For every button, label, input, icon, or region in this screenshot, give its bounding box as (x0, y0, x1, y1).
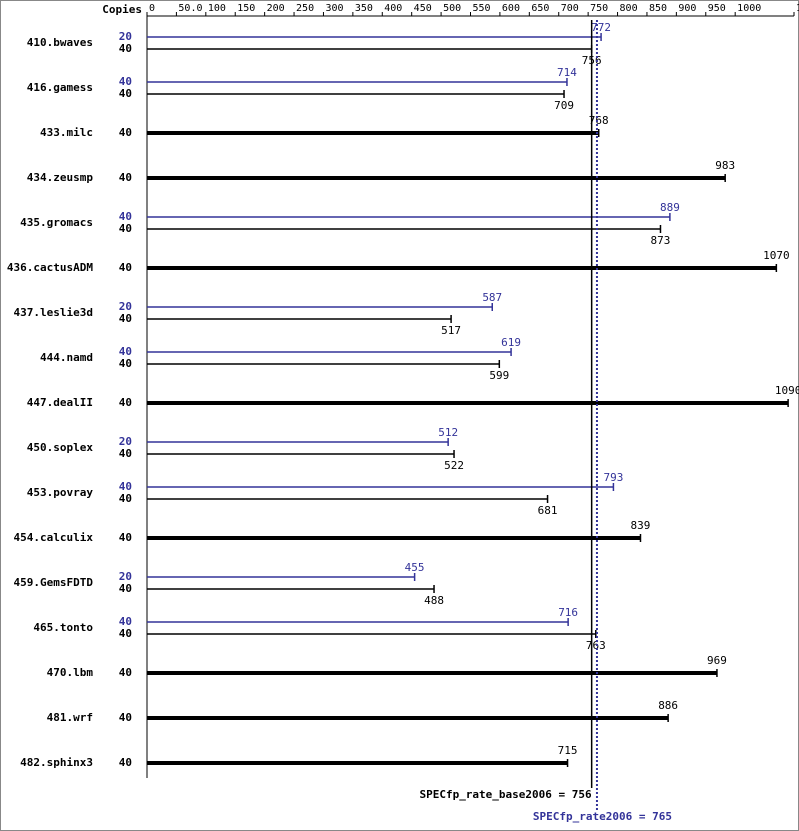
benchmark-label: 447.dealII (27, 396, 93, 409)
benchmark-label: 453.povray (27, 486, 94, 499)
copies-label: 40 (119, 222, 132, 235)
benchmark-label: 437.leslie3d (14, 306, 93, 319)
reference-value: 765 (652, 810, 672, 823)
value-label: 1070 (763, 249, 790, 262)
benchmark-label: 482.sphinx3 (20, 756, 93, 769)
x-tick-label: 1000 (737, 3, 761, 14)
copies-label: 40 (119, 87, 132, 100)
x-tick-label: 900 (678, 3, 696, 14)
x-tick-label: 850 (649, 3, 667, 14)
copies-label: 20 (119, 435, 132, 448)
value-label: 772 (591, 21, 611, 34)
x-tick-label: 100 (208, 3, 226, 14)
x-tick-label: 150 (237, 3, 255, 14)
x-tick-label: 950 (708, 3, 726, 14)
copies-label: 40 (119, 42, 132, 55)
benchmark-label: 435.gromacs (20, 216, 93, 229)
copies-label: 40 (119, 396, 132, 409)
value-label: 587 (482, 291, 502, 304)
value-label: 512 (438, 426, 458, 439)
reference-value: 756 (572, 788, 592, 801)
benchmark-label: 434.zeusmp (27, 171, 94, 184)
copies-label: 40 (119, 261, 132, 274)
x-tick-label: 1100 (796, 3, 799, 14)
copies-label: 20 (119, 30, 132, 43)
copies-header: Copies (102, 3, 142, 16)
benchmark-label: 459.GemsFDTD (14, 576, 94, 589)
x-tick-label: 250 (296, 3, 314, 14)
benchmark-label: 454.calculix (14, 531, 94, 544)
x-tick-label: 700 (561, 3, 579, 14)
copies-label: 20 (119, 570, 132, 583)
value-label: 709 (554, 99, 574, 112)
x-tick-label: 800 (620, 3, 638, 14)
benchmark-label: 465.tonto (33, 621, 93, 634)
copies-label: 40 (119, 615, 132, 628)
value-label: 455 (405, 561, 425, 574)
value-label: 793 (603, 471, 623, 484)
copies-label: 40 (119, 711, 132, 724)
value-label: 873 (651, 234, 671, 247)
copies-label: 40 (119, 357, 132, 370)
benchmark-label: 433.milc (40, 126, 93, 139)
reference-label-text: SPECfp_rate_base2006 = (419, 788, 565, 801)
x-tick-label: 650 (531, 3, 549, 14)
value-label: 517 (441, 324, 461, 337)
x-tick-label: 550 (473, 3, 491, 14)
x-tick-label: 750 (590, 3, 608, 14)
x-tick-label: 500 (443, 3, 461, 14)
benchmark-label: 444.namd (40, 351, 93, 364)
reference-label: SPECfp_rate_base2006 = 756 (419, 788, 592, 801)
copies-label: 40 (119, 126, 132, 139)
value-label: 619 (501, 336, 521, 349)
value-label: 715 (558, 744, 578, 757)
copies-label: 40 (119, 627, 132, 640)
copies-label: 40 (119, 756, 132, 769)
x-tick-label: 50.0 (178, 3, 202, 14)
x-tick-label: 400 (384, 3, 402, 14)
value-label: 983 (715, 159, 735, 172)
benchmark-label: 436.cactusADM (7, 261, 93, 274)
value-label: 969 (707, 654, 727, 667)
value-label: 886 (658, 699, 678, 712)
x-tick-label: 350 (355, 3, 373, 14)
reference-label-text: SPECfp_rate2006 = (533, 810, 646, 823)
value-label: 599 (489, 369, 509, 382)
benchmark-label: 470.lbm (47, 666, 94, 679)
x-tick-label: 600 (502, 3, 520, 14)
benchmark-label: 481.wrf (47, 711, 93, 724)
value-label: 522 (444, 459, 464, 472)
benchmark-label: 410.bwaves (27, 36, 93, 49)
copies-label: 40 (119, 210, 132, 223)
value-label: 716 (558, 606, 578, 619)
copies-label: 40 (119, 492, 132, 505)
copies-label: 40 (119, 75, 132, 88)
copies-label: 40 (119, 345, 132, 358)
reference-label: SPECfp_rate2006 = 765 (533, 810, 672, 823)
x-tick-label: 300 (325, 3, 343, 14)
benchmark-label: 416.gamess (27, 81, 93, 94)
copies-label: 40 (119, 582, 132, 595)
copies-label: 40 (119, 531, 132, 544)
value-label: 488 (424, 594, 444, 607)
copies-label: 40 (119, 171, 132, 184)
copies-label: 20 (119, 300, 132, 313)
copies-label: 40 (119, 447, 132, 460)
value-label: 889 (660, 201, 680, 214)
x-tick-label: 0 (149, 3, 155, 14)
value-label: 1090 (775, 384, 799, 397)
value-label: 839 (631, 519, 651, 532)
x-tick-label: 200 (267, 3, 285, 14)
x-tick-label: 450 (414, 3, 432, 14)
value-label: 681 (538, 504, 558, 517)
benchmark-label: 450.soplex (27, 441, 94, 454)
value-label: 763 (586, 639, 606, 652)
copies-label: 40 (119, 666, 132, 679)
value-label: 714 (557, 66, 577, 79)
copies-label: 40 (119, 480, 132, 493)
value-label: 768 (589, 114, 609, 127)
copies-label: 40 (119, 312, 132, 325)
